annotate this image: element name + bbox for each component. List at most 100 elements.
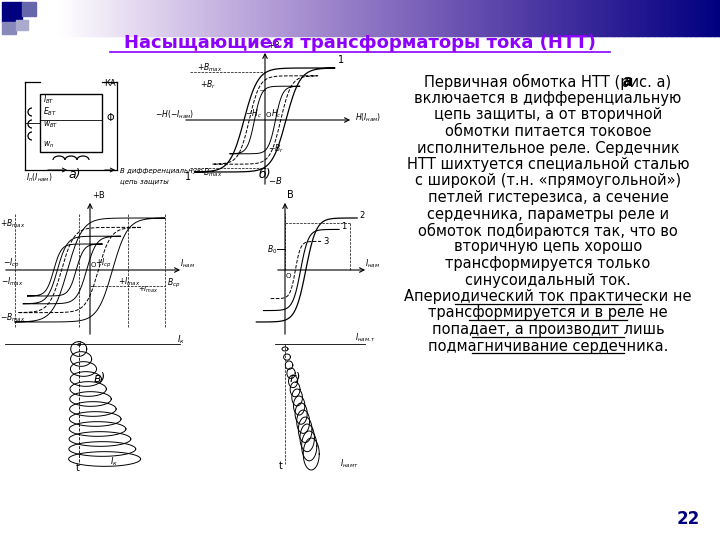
Bar bbox=[437, 0, 440, 36]
Text: попадает, а производит лишь: попадает, а производит лишь bbox=[432, 322, 665, 337]
Bar bbox=[19, 0, 22, 36]
Bar bbox=[17, 0, 20, 36]
Bar bbox=[662, 0, 666, 36]
Bar bbox=[677, 0, 680, 36]
Bar bbox=[355, 0, 359, 36]
Text: петлей гистерезиса, а сечение: петлей гистерезиса, а сечение bbox=[428, 190, 668, 205]
Bar bbox=[446, 0, 450, 36]
Bar bbox=[12, 0, 15, 36]
Bar bbox=[211, 0, 215, 36]
Bar bbox=[115, 0, 119, 36]
Bar bbox=[151, 0, 155, 36]
Text: В дифференциальную: В дифференциальную bbox=[120, 168, 203, 174]
Bar bbox=[0, 0, 4, 36]
Bar bbox=[34, 0, 37, 36]
Text: 2: 2 bbox=[359, 211, 364, 220]
Bar bbox=[475, 0, 479, 36]
Text: трансформируется только: трансформируется только bbox=[446, 256, 651, 271]
Text: $I_{нам\,т}$: $I_{нам\,т}$ bbox=[340, 457, 359, 469]
Bar bbox=[470, 0, 474, 36]
Bar bbox=[173, 0, 176, 36]
Bar bbox=[187, 0, 191, 36]
Bar bbox=[254, 0, 258, 36]
Bar bbox=[142, 0, 145, 36]
Bar bbox=[463, 0, 467, 36]
Text: обмотки питается токовое: обмотки питается токовое bbox=[445, 124, 651, 139]
Bar bbox=[655, 0, 659, 36]
Text: цепь защиты: цепь защиты bbox=[120, 178, 168, 184]
Bar bbox=[504, 0, 508, 36]
Bar bbox=[271, 0, 274, 36]
Bar bbox=[65, 0, 68, 36]
Bar bbox=[552, 0, 555, 36]
Bar bbox=[600, 0, 603, 36]
Bar bbox=[127, 0, 130, 36]
Bar bbox=[607, 0, 611, 36]
Bar bbox=[679, 0, 683, 36]
Bar bbox=[682, 0, 685, 36]
Bar bbox=[461, 0, 464, 36]
Text: 1: 1 bbox=[185, 172, 191, 182]
Text: вторичную цепь хорошо: вторичную цепь хорошо bbox=[454, 240, 642, 254]
Text: $-H_c$: $-H_c$ bbox=[245, 107, 262, 119]
Bar bbox=[598, 0, 601, 36]
Bar bbox=[423, 0, 426, 36]
Bar bbox=[233, 0, 236, 36]
Bar bbox=[161, 0, 164, 36]
Bar bbox=[89, 0, 92, 36]
Text: +B: +B bbox=[92, 191, 104, 200]
Text: Насыщающиеся трансформаторы тока (НТТ): Насыщающиеся трансформаторы тока (НТТ) bbox=[124, 34, 596, 52]
Text: $-H(-I_{нам})$: $-H(-I_{нам})$ bbox=[155, 109, 194, 122]
Bar bbox=[377, 0, 380, 36]
Bar bbox=[362, 0, 366, 36]
Bar bbox=[636, 0, 639, 36]
Bar bbox=[168, 0, 171, 36]
Bar bbox=[276, 0, 279, 36]
Bar bbox=[230, 0, 234, 36]
Bar bbox=[197, 0, 200, 36]
Bar bbox=[7, 0, 11, 36]
Text: $-B$: $-B$ bbox=[268, 175, 282, 186]
Bar bbox=[468, 0, 472, 36]
Bar bbox=[657, 0, 661, 36]
Bar bbox=[274, 0, 277, 36]
Bar bbox=[487, 0, 490, 36]
Bar bbox=[283, 0, 287, 36]
Bar bbox=[300, 0, 303, 36]
Text: включается в дифференциальную: включается в дифференциальную bbox=[415, 91, 682, 106]
Bar bbox=[576, 0, 580, 36]
Text: $w_{BT}$: $w_{BT}$ bbox=[43, 120, 58, 131]
Bar bbox=[149, 0, 152, 36]
Bar bbox=[621, 0, 625, 36]
Bar bbox=[182, 0, 186, 36]
Bar bbox=[413, 0, 416, 36]
Bar bbox=[590, 0, 594, 36]
Text: с широкой (т.н. «прямоугольной»): с широкой (т.н. «прямоугольной») bbox=[415, 173, 681, 188]
Bar bbox=[535, 0, 539, 36]
Bar bbox=[2, 0, 6, 36]
Bar bbox=[365, 0, 368, 36]
Bar bbox=[466, 0, 469, 36]
Bar bbox=[322, 0, 325, 36]
Bar bbox=[398, 0, 402, 36]
Bar bbox=[549, 0, 553, 36]
Text: исполнительное реле. Сердечник: исполнительное реле. Сердечник bbox=[417, 140, 679, 156]
Bar bbox=[706, 0, 709, 36]
Text: $-I_{max}$: $-I_{max}$ bbox=[1, 275, 23, 287]
Bar bbox=[369, 0, 373, 36]
Bar bbox=[701, 0, 704, 36]
Bar bbox=[216, 0, 220, 36]
Text: B: B bbox=[287, 190, 294, 200]
Bar bbox=[74, 0, 78, 36]
Text: $a$: $a$ bbox=[76, 339, 82, 348]
Bar bbox=[132, 0, 135, 36]
Bar bbox=[384, 0, 387, 36]
Text: $-B_{max}$: $-B_{max}$ bbox=[197, 167, 222, 179]
Bar bbox=[108, 0, 112, 36]
Bar bbox=[497, 0, 500, 36]
Text: $E_{BT}$: $E_{BT}$ bbox=[43, 105, 57, 118]
Bar bbox=[279, 0, 282, 36]
Bar bbox=[110, 0, 114, 36]
Bar bbox=[434, 0, 438, 36]
Bar bbox=[379, 0, 382, 36]
